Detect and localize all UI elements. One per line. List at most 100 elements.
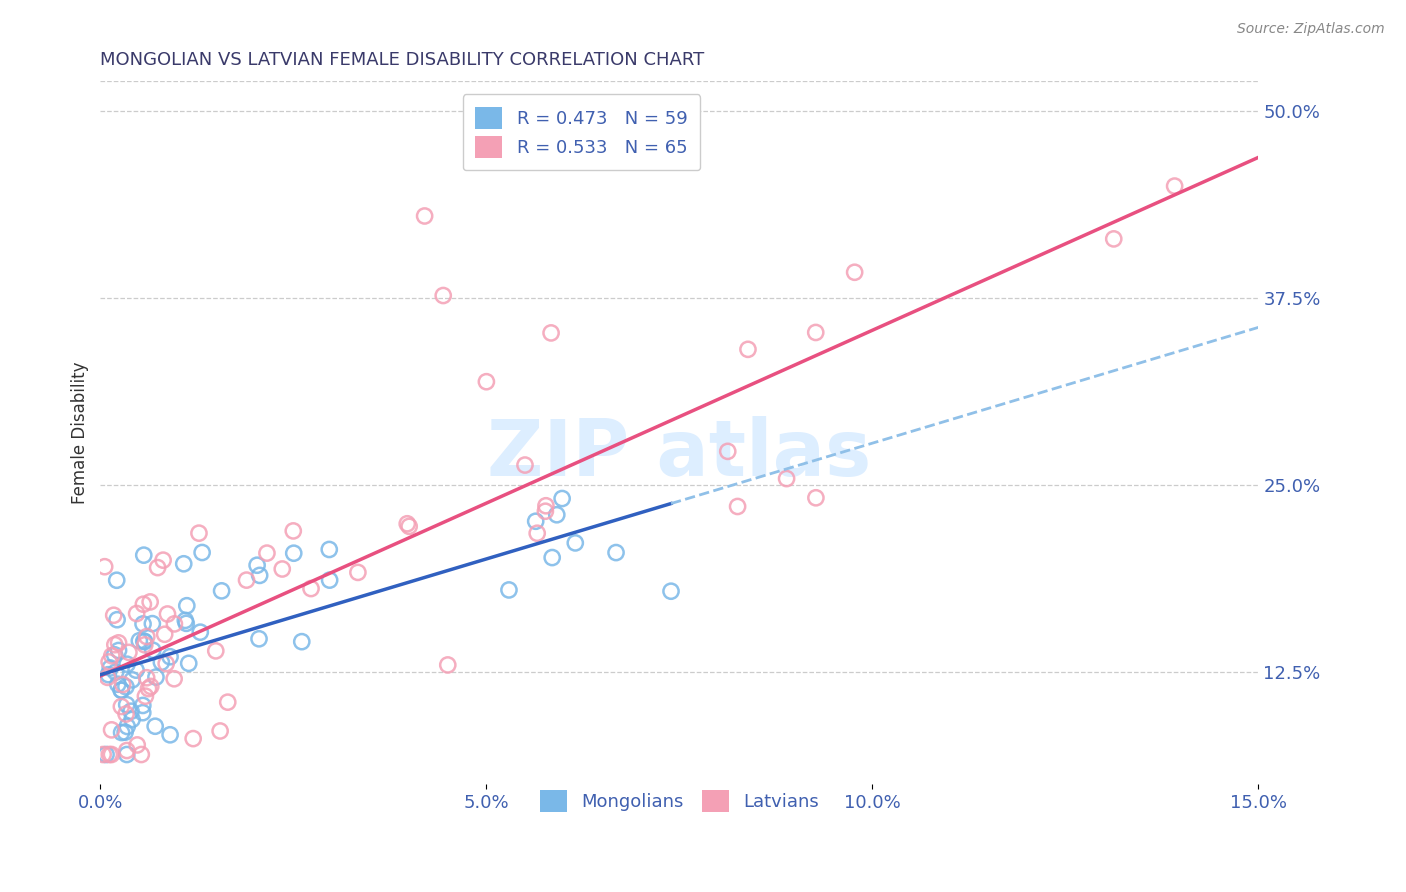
Point [139,595,162,609]
Point [299,582,322,596]
Point [93,559,115,574]
Point [211,583,233,598]
Point [134,689,156,703]
Point [217,695,239,709]
Point [737,343,759,357]
Text: Source: ZipAtlas.com: Source: ZipAtlas.com [1237,22,1385,37]
Point [247,632,270,646]
Point [103,608,125,623]
Point [526,526,548,541]
Point [249,568,271,582]
Point [91,747,114,762]
Point [94,747,117,762]
Point [135,630,157,644]
Point [150,655,173,669]
Point [188,526,211,541]
Point [101,648,124,663]
Point [115,657,138,672]
Point [159,728,181,742]
Point [115,680,138,694]
Point [173,557,195,571]
Point [139,680,162,694]
Point [413,209,436,223]
Point [98,655,121,669]
Point [155,657,177,671]
Point [717,444,740,458]
Point [98,661,121,675]
Point [110,725,132,739]
Point [204,644,226,658]
Point [159,649,181,664]
Point [135,671,157,685]
Point [134,638,156,652]
Point [398,519,420,533]
Point [105,574,128,588]
Point [291,634,314,648]
Point [541,550,564,565]
Point [564,536,586,550]
Point [132,548,155,562]
Point [97,667,120,681]
Point [153,627,176,641]
Point [110,683,132,698]
Point [104,638,127,652]
Point [513,458,536,472]
Point [105,613,128,627]
Point [141,616,163,631]
Point [127,738,149,752]
Point [775,472,797,486]
Point [132,706,155,720]
Point [132,597,155,611]
Point [804,326,827,340]
Y-axis label: Female Disability: Female Disability [72,361,89,504]
Point [100,723,122,737]
Point [107,636,129,650]
Point [156,607,179,621]
Point [146,560,169,574]
Point [138,681,160,696]
Point [177,657,200,671]
Point [121,713,143,727]
Point [104,665,127,680]
Point [318,573,340,587]
Point [605,545,627,559]
Point [115,747,138,762]
Text: MONGOLIAN VS LATVIAN FEMALE DISABILITY CORRELATION CHART: MONGOLIAN VS LATVIAN FEMALE DISABILITY C… [100,51,704,69]
Point [115,706,138,721]
Point [114,725,136,739]
Point [181,731,204,746]
Point [546,508,568,522]
Point [174,614,197,628]
Point [132,616,155,631]
Point [235,573,257,587]
Point [145,670,167,684]
Point [152,553,174,567]
Point [132,698,155,713]
Text: ZIP atlas: ZIP atlas [488,416,872,492]
Point [118,645,141,659]
Point [1102,232,1125,246]
Point [142,643,165,657]
Point [659,584,682,599]
Point [432,288,454,302]
Point [256,546,278,560]
Point [131,747,153,762]
Legend: Mongolians, Latvians: Mongolians, Latvians [527,777,832,824]
Point [498,582,520,597]
Point [163,616,186,631]
Point [163,672,186,686]
Point [115,719,138,733]
Point [540,326,562,340]
Point [727,500,749,514]
Point [246,558,269,573]
Point [174,616,197,631]
Point [176,599,198,613]
Point [97,670,120,684]
Point [271,562,294,576]
Point [128,633,150,648]
Point [524,514,547,528]
Point [121,673,143,687]
Point [347,566,370,580]
Point [534,499,557,513]
Point [104,648,127,662]
